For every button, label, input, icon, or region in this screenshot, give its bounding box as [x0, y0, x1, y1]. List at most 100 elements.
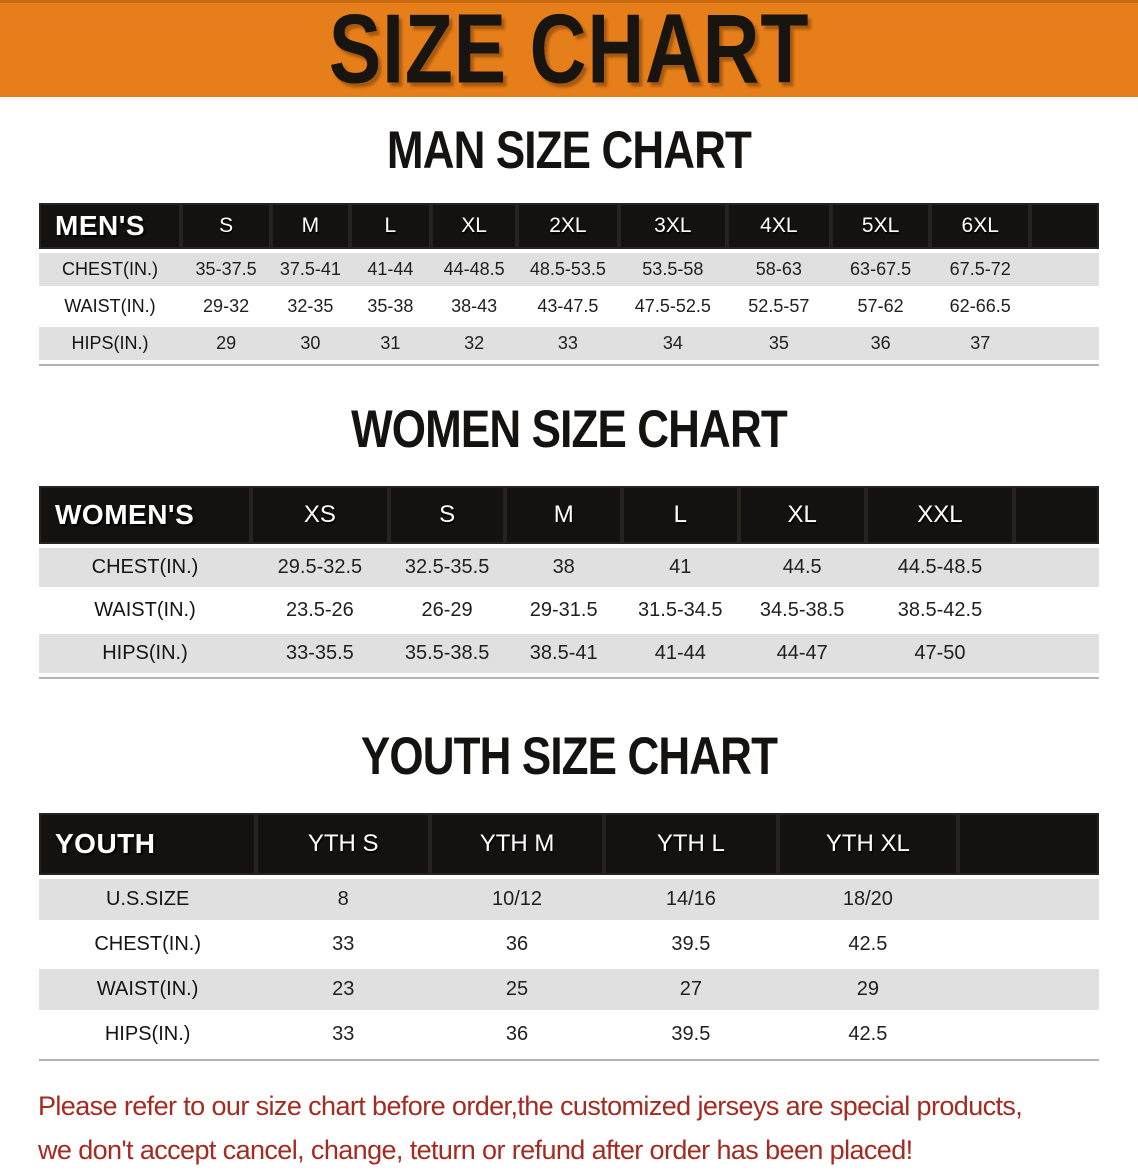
measurement-value: 44.5-48.5: [897, 556, 983, 578]
row-label: HIPS(IN.): [71, 333, 149, 353]
measurement-value: 37: [970, 333, 991, 353]
measurement-value: 33: [332, 1023, 355, 1045]
size-column-header: YTH M: [430, 813, 604, 875]
disclaimer-note: Please refer to our size chart before or…: [38, 1085, 1102, 1172]
measurement-value: 52.5-57: [748, 296, 810, 316]
youth-size-chart-section: YOUTH SIZE CHART YOUTH YTH S YTH M YTH L YTH…: [0, 726, 1138, 1059]
row-spacer: [1014, 548, 1099, 587]
measurement-value: 36: [505, 1023, 529, 1045]
measurement-value: 38.5-42.5: [897, 599, 983, 621]
women-section-heading: WOMEN SIZE CHART: [351, 399, 788, 459]
measurement-value: 32.5-35.5: [404, 556, 490, 578]
measurement-value: 53.5-58: [642, 259, 704, 279]
measurement-value: 38-43: [451, 296, 498, 316]
measurement-value: 33: [557, 333, 578, 353]
measurement-value: 30: [300, 333, 321, 353]
row-spacer: [1030, 253, 1099, 286]
measurement-value: 41-44: [654, 642, 706, 664]
measurement-value: 42.5: [848, 933, 888, 955]
table-row: U.S.SIZE 8 10/12 14/16 18/20: [39, 879, 1099, 920]
men-size-table: MEN'S S M L XL 2XL 3XL 4XL 5XL 6XL CHEST(IN.) 35-3…: [39, 199, 1099, 364]
measurement-value: 63-67.5: [850, 259, 912, 279]
row-label: CHEST(IN.): [62, 259, 159, 279]
youth-section-heading: YOUTH SIZE CHART: [360, 726, 778, 786]
row-label: WAIST(IN.): [94, 599, 196, 621]
size-column-header: 6XL: [930, 203, 1031, 249]
measurement-value: 29.5-32.5: [277, 556, 363, 578]
measurement-value: 36: [505, 933, 529, 955]
table-row: HIPS(IN.) 29 30 31 32 33 34 35 36 37: [39, 327, 1099, 360]
row-label: U.S.SIZE: [105, 888, 190, 910]
measurement-value: 36: [870, 333, 891, 353]
table-row: HIPS(IN.) 33-35.5 35.5-38.5 38.5-41 41-44 44-…: [39, 634, 1099, 673]
measurement-value: 23: [332, 978, 355, 1000]
measurement-value: 31: [380, 333, 401, 353]
men-size-chart-section: MAN SIZE CHART MEN'S S M L XL 2XL 3XL 4XL 5XL 6XL…: [0, 120, 1138, 364]
measurement-value: 18/20: [842, 888, 893, 910]
size-column-header: YTH XL: [777, 813, 958, 875]
header-spacer: [1030, 203, 1099, 249]
table-row: CHEST(IN.) 35-37.5 37.5-41 41-44 44-48.5 48.5…: [39, 253, 1099, 286]
women-size-chart-section: WOMEN SIZE CHART WOMEN'S XS S M L XL XXL CHEST…: [0, 399, 1138, 677]
measurement-value: 33-35.5: [285, 642, 354, 664]
table-row: WAIST(IN.) 23 25 27 29: [39, 969, 1099, 1010]
measurement-value: 32: [464, 333, 485, 353]
measurement-value: 8: [337, 888, 349, 910]
size-column-header: 2XL: [517, 203, 619, 249]
measurement-value: 35-38: [367, 296, 414, 316]
size-column-header: M: [271, 203, 350, 249]
measurement-value: 44.5: [782, 556, 822, 578]
row-label: WAIST(IN.): [64, 296, 156, 316]
disclaimer-line-2: we don't accept cancel, change, teturn o…: [38, 1134, 913, 1165]
measurement-value: 32-35: [287, 296, 334, 316]
banner-title: SIZE CHART: [328, 0, 810, 97]
row-label: HIPS(IN.): [104, 1023, 191, 1045]
measurement-value: 33: [332, 933, 355, 955]
measurement-value: 29: [216, 333, 237, 353]
youth-table-header-row: YOUTH YTH S YTH M YTH L YTH XL: [39, 813, 1099, 875]
youth-size-table: YOUTH YTH S YTH M YTH L YTH XL U.S.SIZE 8 10/1…: [39, 809, 1099, 1059]
measurement-value: 38: [552, 556, 575, 578]
table-row: CHEST(IN.) 29.5-32.5 32.5-35.5 38 41 44.5 44.5…: [39, 548, 1099, 587]
row-spacer: [1014, 591, 1099, 630]
measurement-value: 29: [856, 978, 879, 1000]
measurement-value: 35-37.5: [195, 259, 257, 279]
measurement-value: 62-66.5: [949, 296, 1011, 316]
size-column-header: XS: [251, 486, 389, 544]
measurement-value: 27: [679, 978, 702, 1000]
measurement-value: 57-62: [857, 296, 904, 316]
men-section-heading: MAN SIZE CHART: [386, 120, 752, 180]
measurement-value: 35.5-38.5: [404, 642, 490, 664]
header-spacer: [1014, 486, 1099, 544]
size-column-header: YTH S: [256, 813, 431, 875]
measurement-value: 47-50: [914, 642, 966, 664]
measurement-value: 31.5-34.5: [638, 599, 723, 621]
women-table-header-row: WOMEN'S XS S M L XL XXL: [39, 486, 1099, 544]
row-label: CHEST(IN.): [94, 933, 201, 955]
row-spacer: [958, 879, 1099, 920]
size-column-header: 4XL: [726, 203, 831, 249]
disclaimer-line-1: Please refer to our size chart before or…: [38, 1091, 1023, 1121]
measurement-value: 42.5: [848, 1023, 888, 1045]
row-label: WAIST(IN.): [96, 978, 199, 1000]
table-corner-label: YOUTH: [39, 813, 257, 875]
measurement-value: 29-32: [203, 296, 250, 316]
measurement-value: 41-44: [367, 259, 414, 279]
measurement-value: 25: [505, 978, 529, 1000]
size-column-header: XL: [738, 486, 866, 544]
row-spacer: [958, 924, 1099, 965]
measurement-value: 29-31.5: [529, 599, 598, 621]
size-column-header: L: [621, 486, 739, 544]
size-column-header: S: [181, 203, 272, 249]
row-spacer: [958, 969, 1099, 1010]
size-column-header: S: [388, 486, 506, 544]
measurement-value: 44-48.5: [443, 259, 505, 279]
table-corner-label: MEN'S: [39, 203, 182, 249]
size-column-header: L: [349, 203, 432, 249]
measurement-value: 35: [768, 333, 789, 353]
men-table-header-row: MEN'S S M L XL 2XL 3XL 4XL 5XL 6XL: [39, 203, 1099, 249]
measurement-value: 10/12: [492, 888, 543, 910]
measurement-value: 14/16: [665, 888, 716, 910]
measurement-value: 23.5-26: [285, 599, 354, 621]
table-corner-label: WOMEN'S: [39, 486, 251, 544]
